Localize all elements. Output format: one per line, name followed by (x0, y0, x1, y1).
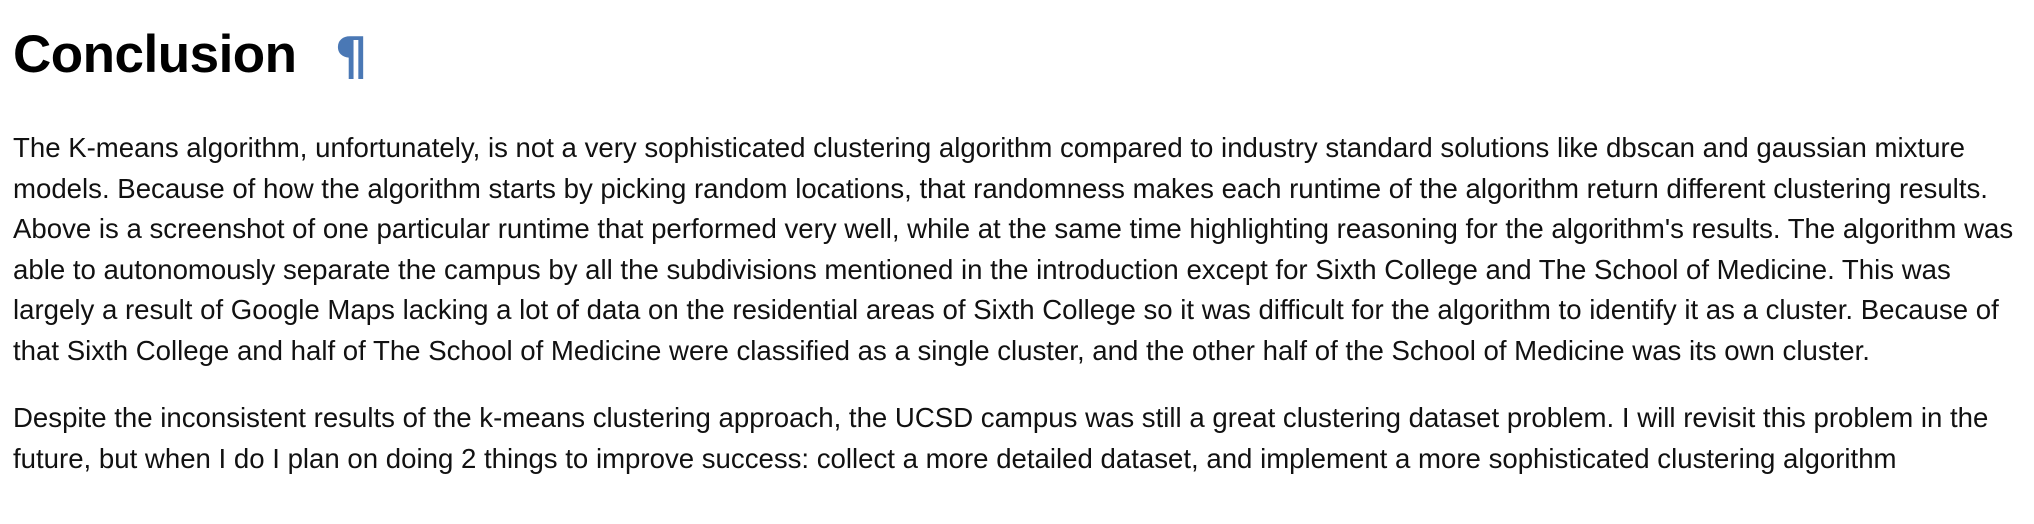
conclusion-paragraph-2: Despite the inconsistent results of the … (13, 402, 1989, 474)
section-title: Conclusion (13, 24, 297, 84)
pilcrow-anchor-icon[interactable]: ¶ (334, 27, 368, 87)
conclusion-paragraph-1: The K-means algorithm, unfortunately, is… (13, 132, 2014, 366)
section-heading: Conclusion ¶ (13, 18, 2021, 90)
